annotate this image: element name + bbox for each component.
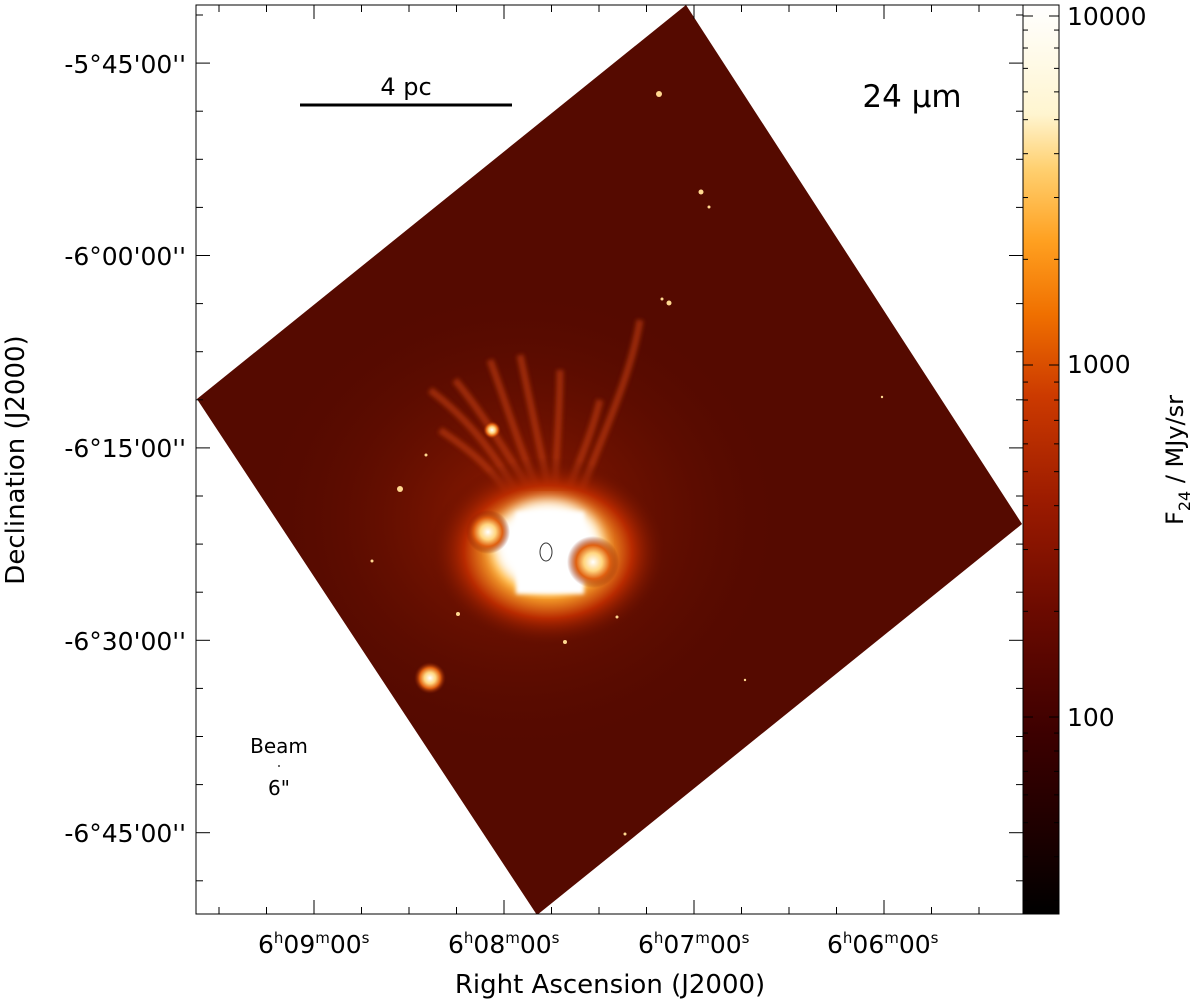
scale-bar: 4 pc [300,73,512,107]
x-tick-label: 6h06m00s [827,929,939,959]
bright-source-west [466,510,510,554]
scale-bar-label: 4 pc [380,73,431,101]
x-axis-title: Right Ascension (J2000) [455,970,765,1000]
x-tick-label: 6h09m00s [258,929,370,959]
y-tick-label: -5°45'00'' [64,50,186,79]
bright-source-north [483,421,501,439]
sky-image [197,5,1022,914]
y-tick-label: -6°30'00'' [64,627,186,656]
x-tick-label: 6h08m00s [448,929,560,959]
bright-source-south [414,662,446,694]
y-tick-labels: -5°45'00'' -6°00'00'' -6°15'00'' -6°30'0… [64,50,186,848]
point-sources [370,91,884,836]
colorbar-label: F24 / MJy/sr [1161,395,1194,525]
beam-marker [278,765,280,767]
colorbar-gradient [1022,4,1060,915]
x-tick-labels: 6h09m00s 6h08m00s 6h07m00s 6h06m00s [258,929,939,959]
y-axis-title: Declination (J2000) [1,335,31,584]
y-tick-label: -6°15'00'' [64,434,186,463]
x-tick-label: 6h07m00s [638,929,750,959]
colorbar: 10000 1000 100 F24 / MJy/sr [1022,2,1194,915]
colorbar-tick-label: 100 [1067,703,1115,732]
colorbar-tick-label: 1000 [1067,350,1131,379]
beam-indicator: Beam 6" [250,734,308,800]
y-tick-label: -6°00'00'' [64,242,186,271]
beam-size-label: 6" [268,776,290,800]
y-tick-label: -6°45'00'' [64,819,186,848]
beam-label: Beam [250,734,308,758]
bright-source-east [567,536,619,588]
band-label: 24 µm [862,79,961,115]
colorbar-tick-label: 10000 [1067,2,1147,31]
